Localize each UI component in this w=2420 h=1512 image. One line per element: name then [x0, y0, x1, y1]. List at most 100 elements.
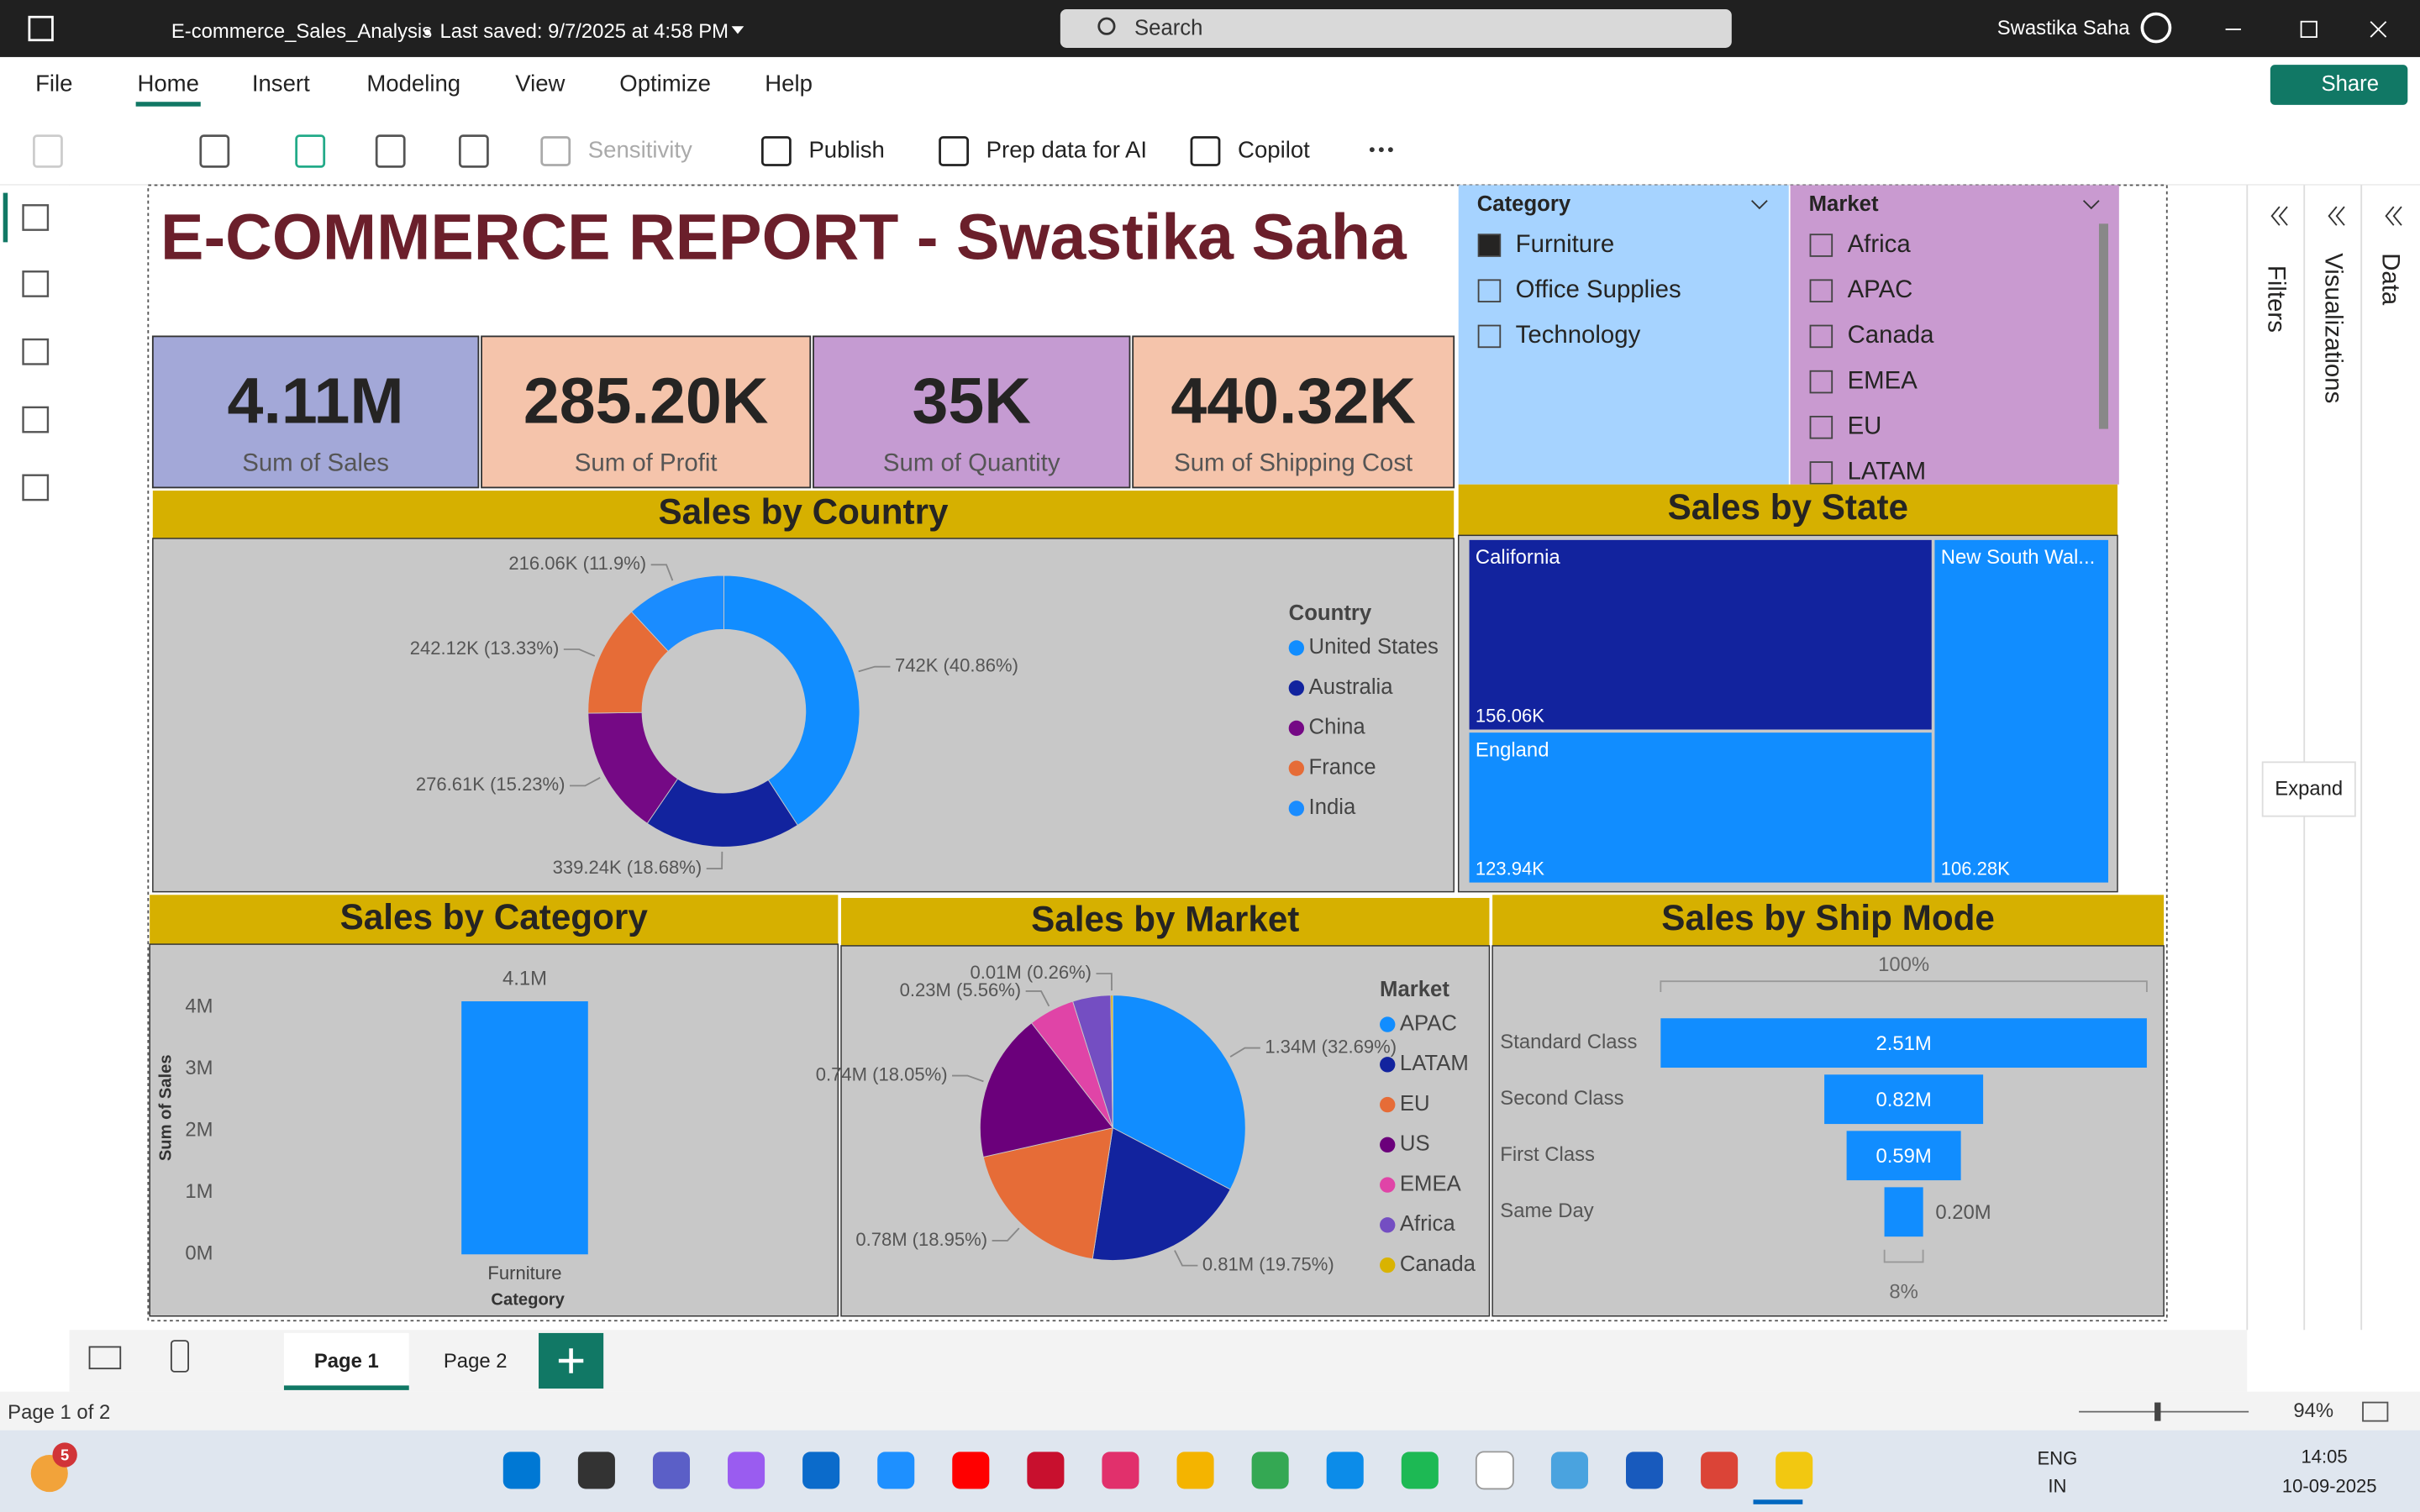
taskbar-app[interactable]	[952, 1452, 990, 1489]
data-label: 0.20M	[1935, 1201, 1991, 1224]
page-tab-label[interactable]: Page 2	[444, 1350, 508, 1373]
data-label: 0.81M (19.75%)	[1202, 1253, 1334, 1274]
left-nav	[0, 185, 70, 1331]
more-dot	[1369, 147, 1375, 153]
search-icon	[1097, 17, 1116, 35]
taskbar-app[interactable]	[728, 1452, 765, 1489]
slicer-item[interactable]: Canada	[1848, 321, 1935, 349]
menu-item[interactable]: View	[515, 70, 565, 96]
pane-tab[interactable]: Visualizations	[2320, 253, 2348, 403]
share-label: Share	[2321, 72, 2379, 96]
data-label: 0.59M	[1876, 1145, 1931, 1168]
badge	[52, 1442, 77, 1467]
ribbon-button[interactable]: Publish	[808, 136, 884, 162]
funnel-category: Second Class	[1500, 1087, 1623, 1110]
leader-line	[858, 665, 891, 673]
checkbox[interactable]	[1477, 279, 1502, 302]
slicer-item[interactable]: LATAM	[1848, 458, 1927, 486]
slicer-item[interactable]: Africa	[1848, 230, 1912, 258]
taskbar-app[interactable]	[1626, 1452, 1664, 1489]
leader-line	[570, 777, 601, 787]
tile-label: England	[1476, 739, 1549, 762]
taskbar-app[interactable]	[1701, 1452, 1739, 1489]
slice	[982, 1127, 1113, 1260]
menu-item[interactable]: Modeling	[366, 70, 460, 96]
slicer-item[interactable]: Technology	[1516, 321, 1641, 349]
pane-tab[interactable]: Data	[2376, 253, 2404, 306]
checkbox[interactable]	[1809, 416, 1833, 439]
page-tab[interactable]	[413, 1332, 538, 1390]
data-label: 276.61K (15.23%)	[416, 774, 566, 795]
taskbar-app[interactable]	[577, 1452, 615, 1489]
checkbox[interactable]	[1809, 324, 1833, 349]
taskbar-app[interactable]	[502, 1452, 540, 1489]
menu-item[interactable]: Insert	[252, 70, 310, 96]
taskbar-app[interactable]	[1326, 1452, 1364, 1489]
taskbar-app[interactable]	[1475, 1451, 1514, 1490]
chart-header	[1492, 895, 2165, 946]
funnel-bar	[1660, 1018, 2147, 1068]
menu-item[interactable]: File	[35, 70, 72, 96]
slicer-item[interactable]: Office Supplies	[1516, 276, 1681, 303]
legend-marker	[1380, 1177, 1396, 1193]
save-icon	[28, 15, 54, 42]
taskbar-app[interactable]	[652, 1452, 691, 1489]
checkbox[interactable]	[1809, 370, 1833, 394]
kpi-label: Sum of Shipping Cost	[1174, 449, 1413, 477]
ribbon-icon	[295, 134, 326, 168]
taskbar-app[interactable]	[877, 1452, 915, 1489]
language: ENG	[2037, 1447, 2077, 1468]
legend-marker	[1380, 1217, 1396, 1233]
y-axis-title: Sum of Sales	[157, 1054, 176, 1161]
legend-item: Canada	[1400, 1252, 1476, 1276]
data-label: 216.06K (11.9%)	[508, 553, 646, 574]
page-tab-label[interactable]: Page 1	[314, 1350, 379, 1373]
kpi-card	[151, 335, 480, 489]
y-tick-label: 0M	[185, 1242, 213, 1265]
search-box[interactable]	[1060, 9, 1732, 48]
y-tick-label: 2M	[185, 1119, 213, 1142]
slicer-item[interactable]: EU	[1848, 412, 1882, 440]
ribbon-button[interactable]: Copilot	[1238, 136, 1310, 162]
slicer-item[interactable]: Furniture	[1516, 230, 1615, 258]
slicer-item[interactable]: APAC	[1848, 276, 1913, 303]
taskbar-app[interactable]	[1550, 1452, 1588, 1489]
menu-item[interactable]: Help	[765, 70, 813, 96]
checkbox[interactable]	[1809, 461, 1833, 485]
slicer-item[interactable]: EMEA	[1848, 366, 1918, 394]
page-tab[interactable]	[283, 1332, 409, 1390]
collapse-icon	[2328, 206, 2345, 226]
taskbar-app[interactable]	[1251, 1452, 1289, 1489]
taskbar-app[interactable]	[802, 1452, 840, 1489]
clock-date: 10-09-2025	[2282, 1475, 2377, 1496]
taskbar-app[interactable]	[1401, 1452, 1439, 1489]
kpi-card	[1132, 335, 1455, 489]
menu-item[interactable]: Optimize	[619, 70, 711, 96]
taskbar-app[interactable]	[1776, 1452, 1813, 1489]
taskbar-app[interactable]	[1027, 1452, 1065, 1489]
checkbox[interactable]	[1477, 234, 1502, 257]
legend-title: Country	[1289, 601, 1372, 625]
ribbon-button[interactable]: Prep data for AI	[986, 136, 1147, 162]
legend-marker	[1288, 760, 1305, 776]
checkbox[interactable]	[1477, 324, 1502, 349]
legend-item: EMEA	[1400, 1172, 1462, 1195]
menu-item[interactable]: Home	[137, 70, 198, 96]
side-panes	[2247, 185, 2420, 1331]
pane-tab[interactable]: Filters	[2263, 265, 2291, 333]
share-button[interactable]	[2270, 65, 2408, 105]
checkbox[interactable]	[1809, 234, 1833, 257]
taskbar-app[interactable]	[1176, 1452, 1214, 1489]
user-name: Swastika Saha	[1997, 17, 2131, 39]
leader-line	[1174, 1250, 1198, 1267]
legend-item: EU	[1400, 1092, 1430, 1116]
leader-line	[563, 648, 596, 657]
tooltip-text: Expand	[2275, 778, 2343, 801]
ribbon-button[interactable]: Sensitivity	[588, 136, 692, 162]
ribbon-icon	[199, 134, 230, 168]
checkbox[interactable]	[1809, 279, 1833, 302]
taskbar-app[interactable]	[1102, 1452, 1139, 1489]
active-app-indicator	[1753, 1499, 1803, 1504]
